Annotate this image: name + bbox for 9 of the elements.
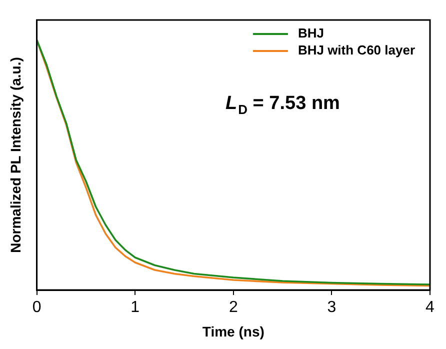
x-axis-title: Time (ns): [202, 323, 264, 340]
x-tick-label: 3: [327, 299, 336, 316]
x-tick-label: 4: [426, 299, 435, 316]
x-tick-label: 2: [228, 299, 238, 316]
legend-label: BHJ with C60 layer: [298, 42, 415, 58]
y-axis-title: Normalized PL Intensity (a.u.): [7, 57, 24, 253]
x-tick-label: 1: [130, 299, 140, 316]
x-tick-label: 0: [32, 299, 42, 316]
legend-label: BHJ: [298, 26, 324, 41]
